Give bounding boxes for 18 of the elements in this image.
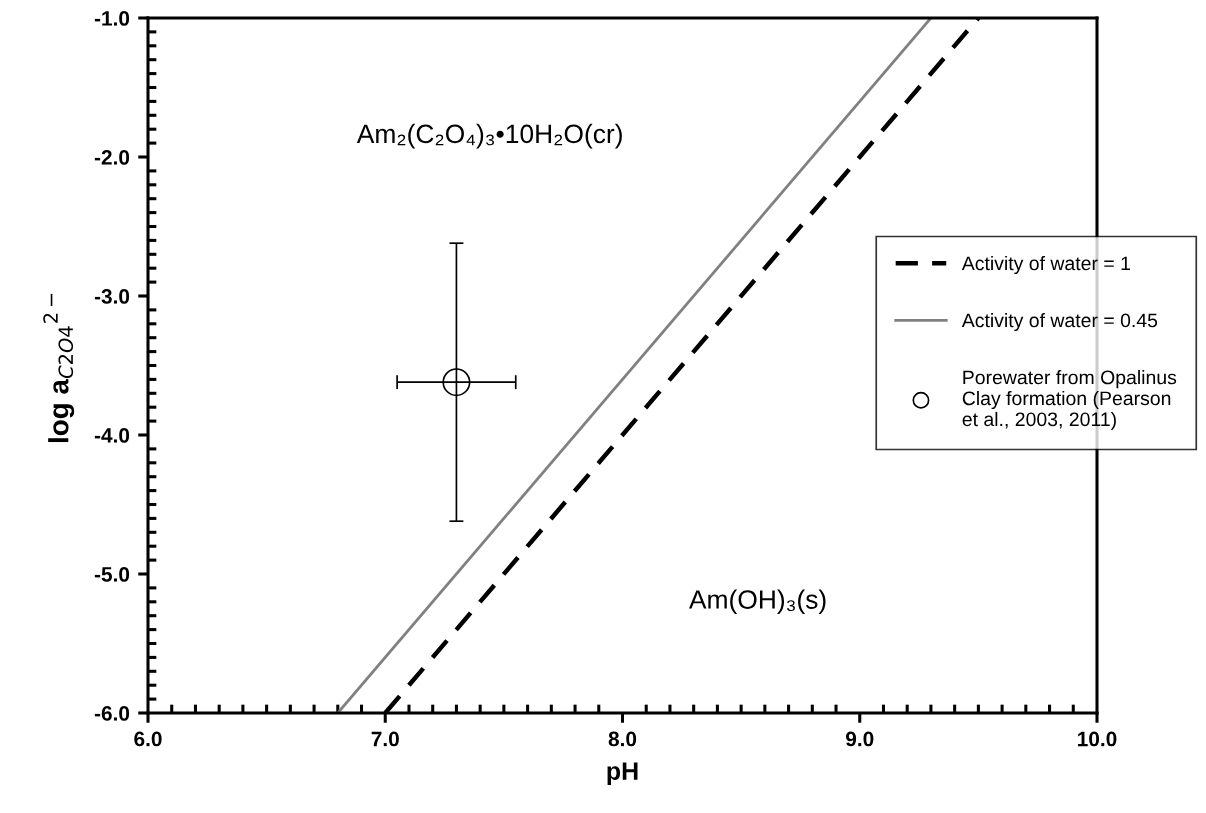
y-tick-label: -6.0 [94, 706, 130, 721]
y-tick-label: -2.0 [94, 150, 130, 165]
y-axis-title: log a$_{C2O4}$$^{2−}$ [43, 293, 75, 443]
annotation: Am₂(C₂O₄)₃•10H₂O(cr) [356, 123, 622, 149]
annotation: Am(OH)₃(s) [688, 589, 826, 615]
y-tick-label: -4.0 [94, 428, 130, 443]
x-tick-label: 10.0 [1078, 731, 1117, 747]
x-tick-label: 8.0 [608, 731, 637, 747]
y-tick-label: -5.0 [94, 567, 130, 582]
legend-label: Porewater from Opalinus Clay formation (Pearson et al., 2003, 2011) [962, 370, 1177, 431]
legend-label: Activity of water = 0.45 [961, 312, 1158, 332]
x-tick-label: 9.0 [845, 731, 874, 747]
x-tick-label: 6.0 [134, 731, 162, 747]
y-tick-label: -1.0 [94, 11, 130, 26]
x-axis-title: pH [607, 762, 638, 785]
x-tick-label: 7.0 [371, 731, 399, 747]
legend-label: Activity of water = 1 [961, 255, 1130, 275]
y-tick-label: -3.0 [94, 289, 130, 304]
